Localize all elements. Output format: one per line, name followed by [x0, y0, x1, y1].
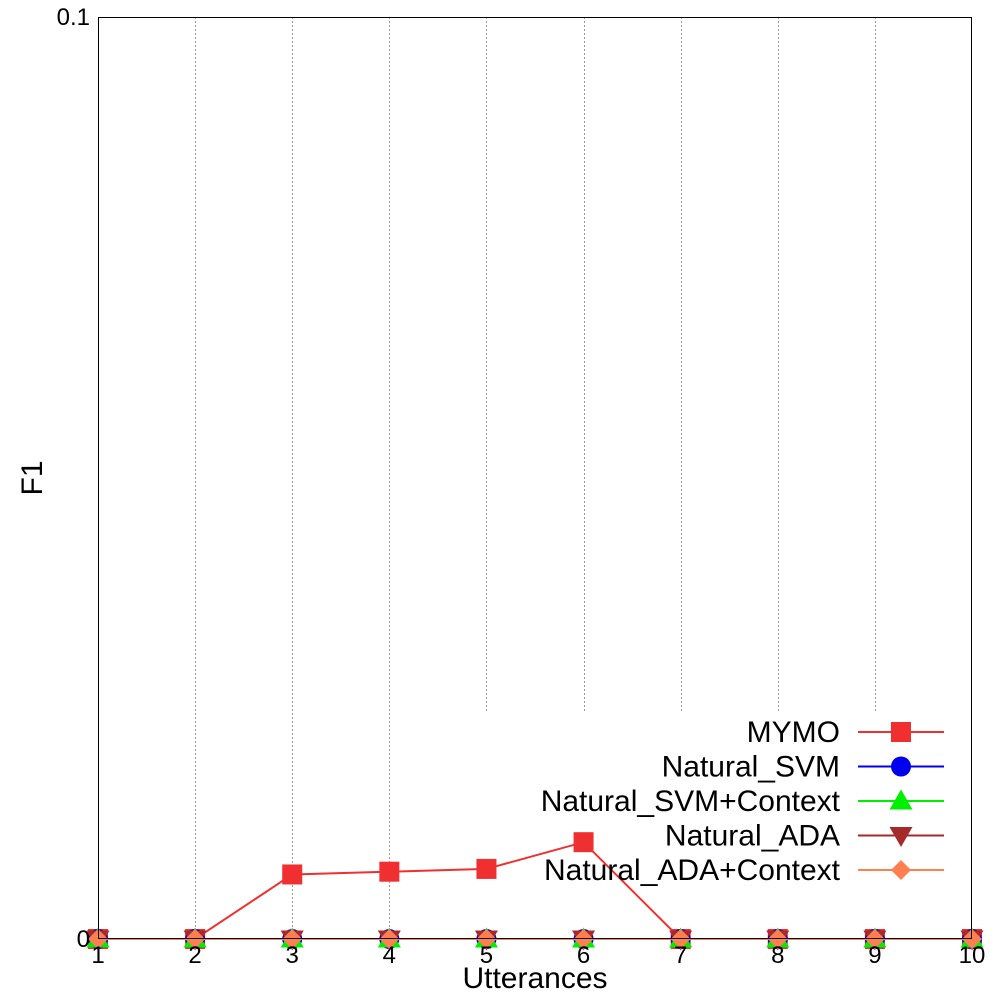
grid-lines — [195, 17, 876, 939]
x-tick-label: 1 — [91, 942, 104, 969]
marker-square — [476, 858, 497, 879]
series-natural-svm-context — [86, 927, 984, 948]
legend-item: Natural_ADA — [665, 820, 944, 853]
legend-item: Natural_SVM — [662, 751, 944, 784]
legend-item: Natural_ADA+Context — [544, 854, 944, 887]
legend-label: MYMO — [747, 716, 840, 749]
legend-label: Natural_ADA — [665, 820, 840, 853]
x-axis-label: Utterances — [462, 962, 607, 995]
legend-item: MYMO — [747, 716, 944, 749]
plot-frame — [98, 17, 972, 939]
marker-triangle-down — [889, 827, 913, 847]
legend-label: Natural_ADA+Context — [544, 854, 841, 887]
marker-square — [573, 832, 594, 853]
x-tick-label: 8 — [771, 942, 784, 969]
legend-item: Natural_SVM+Context — [541, 785, 944, 818]
series-natural-ada — [86, 930, 984, 951]
marker-triangle-up — [889, 789, 913, 810]
legend: MYMONatural_SVMNatural_SVM+ContextNatura… — [541, 716, 944, 887]
x-tick-label: 2 — [188, 942, 201, 969]
y-tick-label: 0 — [77, 926, 90, 953]
y-axis-label: F1 — [16, 460, 49, 495]
y-axis-ticks: 00.1 — [57, 4, 90, 953]
marker-square — [379, 861, 400, 882]
legend-label: Natural_SVM — [662, 751, 840, 784]
x-tick-label: 7 — [674, 942, 687, 969]
marker-square — [282, 864, 303, 885]
x-tick-label: 4 — [383, 942, 396, 969]
marker-square — [891, 722, 911, 742]
y-tick-label: 0.1 — [57, 4, 90, 31]
marker-circle — [891, 756, 911, 777]
marker-diamond — [891, 860, 911, 880]
x-tick-label: 6 — [577, 942, 590, 969]
series-line — [98, 841, 972, 940]
x-tick-label: 3 — [286, 942, 299, 969]
x-tick-label: 5 — [480, 942, 493, 969]
legend-label: Natural_SVM+Context — [541, 785, 841, 818]
x-tick-label: 9 — [868, 942, 881, 969]
series-mymo — [88, 832, 982, 949]
series-layer — [86, 832, 984, 951]
x-tick-label: 10 — [959, 942, 986, 969]
x-axis-ticks: 1 2 3 4 5 6 7 8 9 10 — [91, 942, 985, 969]
